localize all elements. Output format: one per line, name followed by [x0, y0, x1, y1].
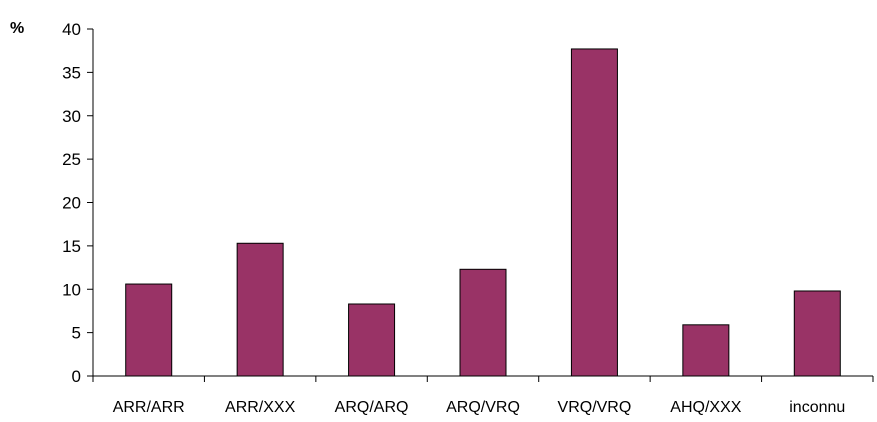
y-tick-label: 40	[62, 20, 81, 39]
y-tick-label: 10	[62, 280, 81, 299]
y-tick-label: 0	[72, 367, 81, 386]
y-tick-label: 20	[62, 194, 81, 213]
bar-inconnu	[793, 290, 841, 377]
y-tick-label: 25	[62, 150, 81, 169]
y-tick-label: 5	[72, 324, 81, 343]
y-tick-label: 35	[62, 63, 81, 82]
bar-arr-arr	[125, 283, 173, 377]
bar-ahq-xxx	[682, 324, 730, 377]
x-tick-label: VRQ/VRQ	[558, 399, 632, 416]
bar-arr-xxx	[236, 242, 284, 377]
y-tick-label: 30	[62, 107, 81, 126]
x-tick-label: AHQ/XXX	[670, 399, 741, 416]
x-tick-label: ARQ/ARQ	[335, 399, 409, 416]
bar-arq-vrq	[459, 268, 507, 377]
x-tick-label: ARR/XXX	[225, 399, 296, 416]
bars	[125, 48, 841, 377]
x-ticks: ARR/ARR ARR/XXX ARQ/ARQ ARQ/VRQ VRQ/VRQ AHQ/X…	[92, 376, 874, 416]
x-tick-label: ARR/ARR	[113, 399, 185, 416]
x-tick-label: inconnu	[789, 399, 845, 416]
y-axis-unit-label: %	[10, 20, 24, 37]
y-ticks: 0 5 10 15 20 25 30 35 40	[62, 20, 93, 386]
bar-arq-arq	[348, 303, 396, 377]
bar-vrq-vrq	[570, 48, 618, 377]
x-tick-label: ARQ/VRQ	[446, 399, 520, 416]
y-tick-label: 15	[62, 237, 81, 256]
